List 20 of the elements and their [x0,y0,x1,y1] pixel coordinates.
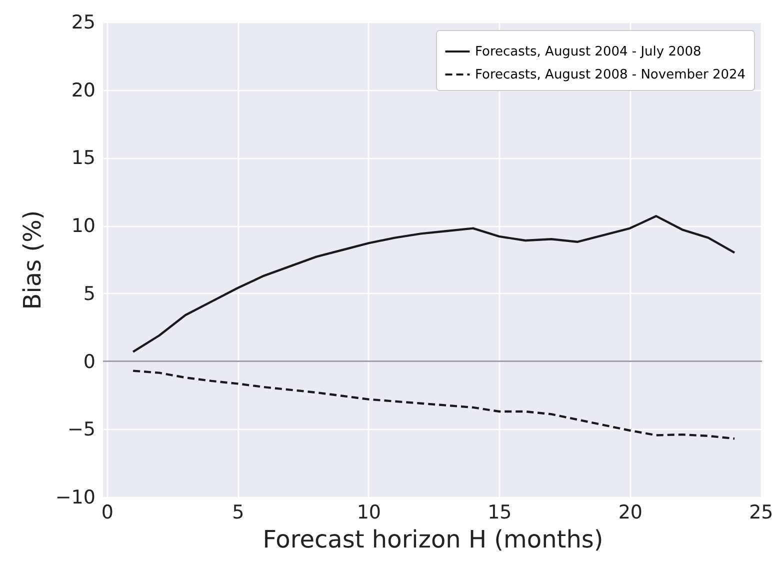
x-tick-label: 20 [618,502,643,524]
y-tick-label: 10 [71,215,96,238]
y-tick-label: 5 [83,282,96,305]
y-tick-label: 25 [71,12,96,34]
y-axis-title: Bias (%) [18,210,46,310]
y-tick-label: −5 [67,418,96,441]
x-tick-label: 15 [488,502,512,524]
y-tick-label: 20 [71,79,96,102]
y-tick-label: −10 [55,486,96,508]
y-tick-label: 15 [71,147,96,170]
line-series [132,214,736,353]
x-tick-label: 5 [232,502,244,524]
legend-label: Forecasts, August 2004 - July 2008 [475,44,702,60]
line-series [132,370,736,440]
y-tick-label: 0 [83,350,96,373]
x-axis-title: Forecast horizon H (months) [262,526,604,554]
x-tick-label: 25 [749,502,774,524]
x-tick-label: 0 [101,502,114,524]
x-tick-label: 10 [356,502,382,524]
legend-label: Forecasts, August 2008 - November 2024 [475,68,746,82]
